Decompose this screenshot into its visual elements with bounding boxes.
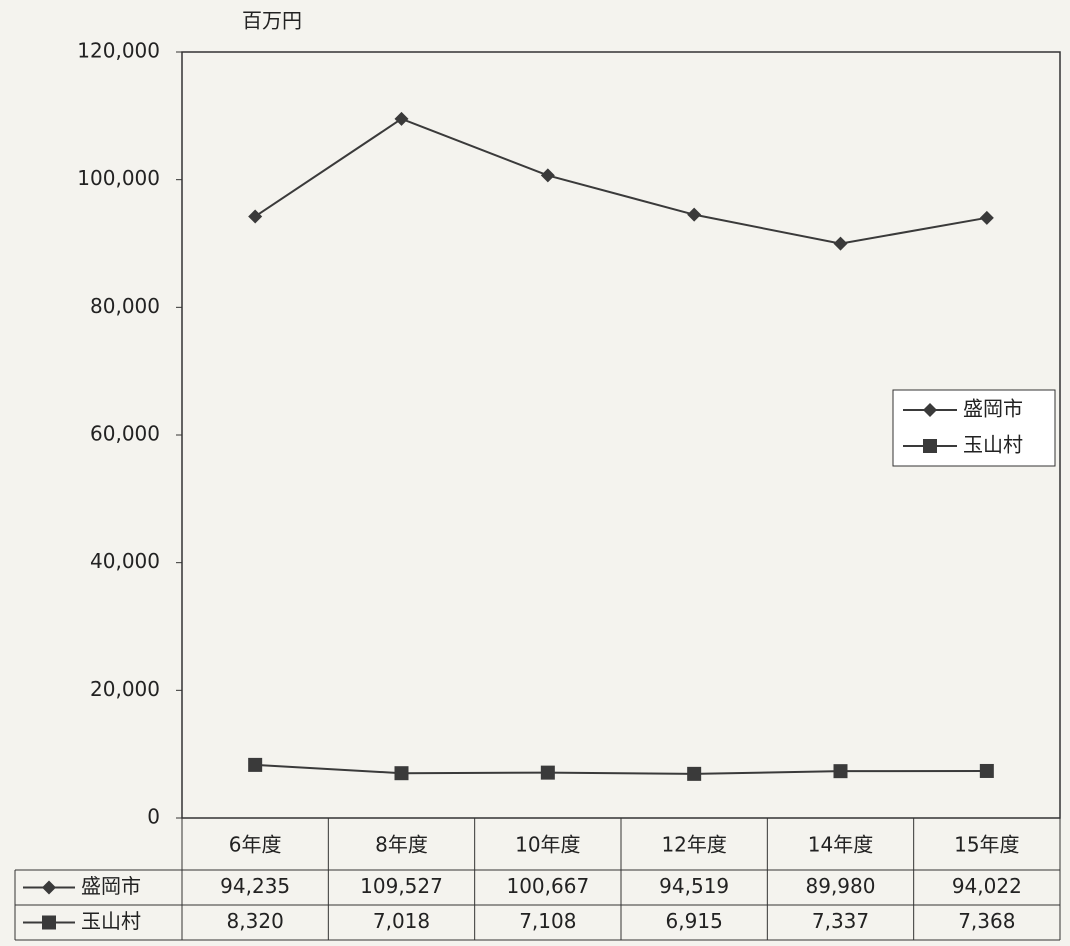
point [540,765,555,780]
point [687,766,702,781]
point [833,764,848,779]
point [394,766,409,781]
table-row-label: 盛岡市 [81,874,141,898]
point [687,207,702,222]
table-row-label: 玉山村 [81,909,141,933]
x-tick-label: 14年度 [808,833,873,857]
data-label: 109,527 [360,874,443,898]
point [248,757,263,772]
y-tick-label: 100,000 [77,166,160,190]
series-line [254,117,988,245]
data-label: 94,519 [659,874,729,898]
point [248,209,263,224]
data-label: 6,915 [666,909,723,933]
x-tick-label: 8年度 [375,833,428,857]
data-label: 7,368 [958,909,1015,933]
y-tick-label: 0 [147,805,160,829]
table-legend-marker [42,915,56,930]
point [394,111,409,126]
y-tick-label: 60,000 [90,422,160,446]
y-axis-unit: 百万円 [242,9,302,33]
x-tick-label: 10年度 [515,833,580,857]
y-tick-label: 80,000 [90,294,160,318]
x-tick-label: 12年度 [661,833,726,857]
legend-marker [923,439,937,453]
table-legend-marker [42,880,56,895]
data-label: 7,018 [373,909,430,933]
data-label: 7,337 [812,909,869,933]
data-label: 89,980 [806,874,876,898]
legend [892,389,1056,467]
y-tick-label: 20,000 [90,677,160,701]
data-label: 8,320 [227,909,284,933]
y-tick-label: 120,000 [77,39,160,63]
legend-label: 玉山村 [963,433,1023,457]
data-label: 94,022 [952,874,1022,898]
point [833,236,848,251]
y-tick-label: 40,000 [90,549,160,573]
x-tick-label: 15年度 [954,833,1019,857]
x-tick-label: 6年度 [229,833,282,857]
point [540,168,555,183]
data-label: 100,667 [506,874,589,898]
series-line [255,763,987,775]
data-label: 7,108 [519,909,576,933]
point [979,763,994,778]
data-label: 94,235 [220,874,290,898]
legend-marker [923,403,937,417]
legend-label: 盛岡市 [963,397,1023,421]
point [979,210,994,225]
